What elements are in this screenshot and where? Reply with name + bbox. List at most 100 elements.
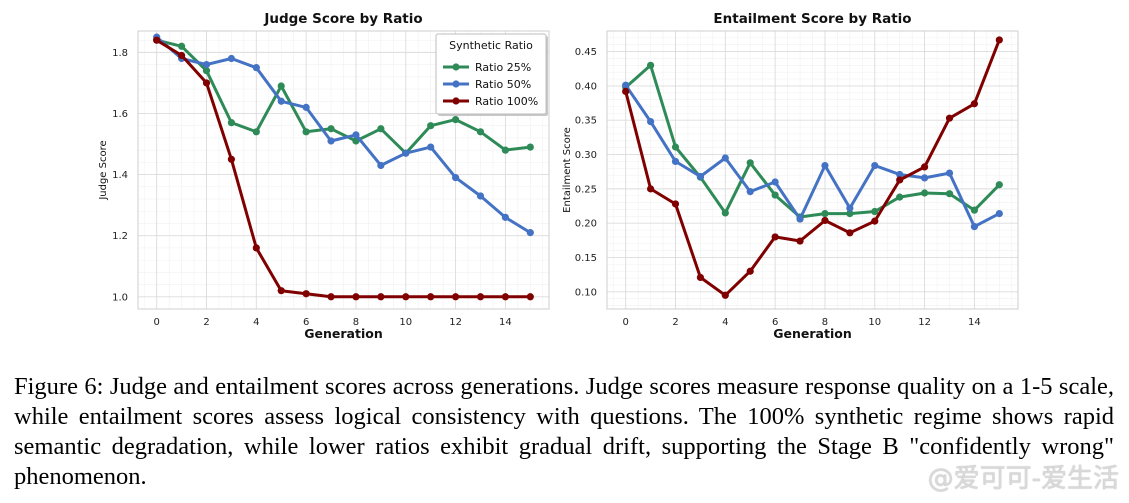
data-point [327,125,335,133]
x-tick-label: 4 [722,317,728,328]
x-tick-label: 10 [868,317,881,328]
data-point [746,188,754,196]
data-point [945,114,954,122]
data-point [871,161,879,170]
series-line [624,63,1001,219]
x-tick-label: 0 [622,317,628,328]
data-point [202,67,211,75]
data-point [476,192,485,200]
data-point [970,100,979,108]
x-tick-label: 6 [772,317,778,328]
legend-title: Synthetic Ratio [449,39,533,52]
data-point [327,137,335,145]
x-tick-label: 2 [203,317,209,328]
data-point [377,161,385,170]
x-axis-label: Generation [773,326,851,341]
legend-swatch-marker [452,97,460,105]
y-tick-label: 0.10 [575,287,597,298]
x-tick-label: 14 [968,317,981,328]
data-point [646,118,655,126]
data-point [896,193,904,201]
data-point [920,189,929,197]
data-point [526,229,534,237]
legend-entry-label: Ratio 100% [475,95,538,108]
entailment-score-chart: 0 2 4 6 8 10 12 14 0.10 0.15 0.20 0.25 0.30 0.35 0.40 0… [562,11,1019,341]
data-point [252,64,260,72]
data-point [302,103,310,111]
series-line [155,38,531,299]
data-point [202,61,211,69]
data-point [995,209,1003,218]
plot-frame [137,30,550,310]
y-tick-label: 1.4 [112,170,128,181]
x-tick-label: 2 [672,317,678,328]
data-point [427,122,435,130]
y-tick-label: 1.2 [112,231,128,242]
data-point [671,157,680,166]
x-tick-label: 0 [153,317,159,328]
watermark: @爱可可-爱生活 [927,464,1119,494]
y-tick-label: 0.30 [575,150,597,161]
chart-title: Judge Score by Ratio [263,11,422,27]
data-point [796,215,804,223]
data-point [746,267,754,275]
data-point [227,119,236,127]
series-line [156,38,531,155]
data-point [896,170,904,179]
series-ratio-100pct [622,36,1003,299]
data-point [352,293,360,301]
data-point [646,61,655,69]
series-line [624,84,1000,229]
data-point [327,293,335,301]
data-point [696,172,705,181]
figure-caption: Figure 6: Judge and entailment scores ac… [14,373,1114,490]
figure-area: 0 2 4 6 8 10 12 14 1.0 1.2 1.4 1.6 1.8 Judge Score by… [98,11,1019,341]
data-point [277,287,285,295]
y-tick-label: 1.6 [112,109,128,120]
data-point [945,190,954,198]
legend-box [435,33,547,115]
legend-entry-label: Ratio 25% [475,61,531,74]
data-point [671,143,680,151]
data-point [252,244,260,252]
data-point [427,143,435,151]
series-ratio-50pct [622,81,1003,231]
y-axis-label: Entailment Score [562,127,573,213]
series-line [624,39,1001,297]
data-point [501,293,510,301]
data-point [377,125,385,133]
data-point [721,154,729,162]
y-tick-label: 1.0 [112,292,128,303]
data-point [771,233,779,241]
data-point [871,217,879,225]
data-point [227,155,236,163]
y-tick-label: 0.25 [575,184,597,195]
data-point [227,54,236,63]
y-tick-label: 0.35 [575,116,597,127]
data-point [501,146,510,154]
legend-swatch-marker [452,80,460,88]
x-tick-label: 12 [918,317,931,328]
data-point [451,174,460,182]
x-tick-label: 10 [399,317,412,328]
data-point [771,191,779,199]
data-point [920,163,929,171]
data-point [920,174,929,182]
data-point [970,206,979,214]
y-tick-label: 1.8 [112,48,128,59]
chart-title: Entailment Score by Ratio [713,11,911,27]
data-point [377,293,385,301]
y-tick-label: 0.45 [575,47,597,58]
x-tick-label: 12 [449,317,462,328]
data-point [821,161,829,170]
y-tick-label: 0.20 [575,219,597,230]
data-point [277,97,285,105]
y-tick-label: 0.40 [575,81,597,92]
x-tick-label: 6 [303,317,309,328]
legend-entry-label: Ratio 50% [475,78,531,91]
data-point [302,290,310,298]
x-tick-label: 8 [822,317,828,328]
data-point [721,209,729,217]
data-point [476,293,485,301]
y-axis-label: Judge Score [98,140,109,200]
